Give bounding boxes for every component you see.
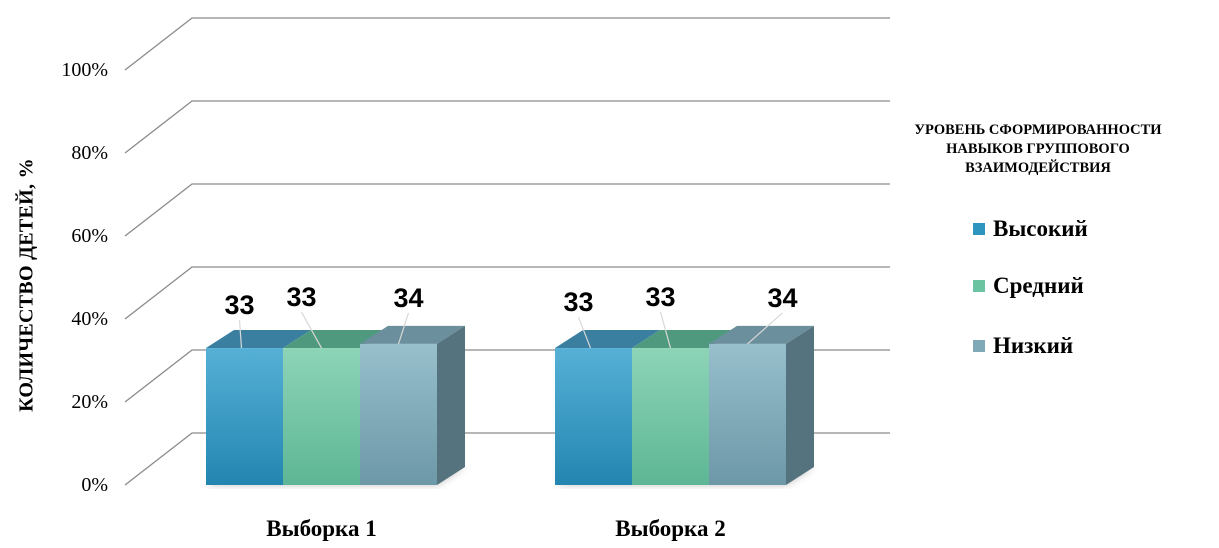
bar-Средний xyxy=(632,348,709,485)
bar-Низкий xyxy=(709,343,786,485)
bar-side xyxy=(786,325,814,485)
bar-top xyxy=(709,325,814,344)
data-label: 33 xyxy=(563,287,594,318)
data-label-leader xyxy=(659,311,672,349)
gridline xyxy=(124,183,890,237)
gridline xyxy=(124,266,890,320)
legend-title: УРОВЕНЬ СФОРМИРОВАННОСТИ НАВЫКОВ ГРУППОВ… xyxy=(914,122,1162,176)
data-label-leader xyxy=(300,311,323,349)
y-axis-label: КОЛИЧЕСТВО ДЕТЕЙ, % xyxy=(15,158,38,412)
data-label: 33 xyxy=(286,282,317,313)
x-tick-label: Выборка 1 xyxy=(266,516,377,541)
data-label-leader xyxy=(577,316,592,349)
y-tick-label: 100% xyxy=(61,59,108,81)
data-label: 33 xyxy=(224,290,255,321)
legend-swatch xyxy=(973,223,985,235)
x-tick-label: Выборка 2 xyxy=(615,516,726,541)
data-label: 34 xyxy=(393,282,424,313)
legend-label: Средний xyxy=(993,273,1084,298)
bar-Средний xyxy=(283,348,360,485)
bar-side xyxy=(437,325,465,485)
legend-label: Высокий xyxy=(993,216,1088,241)
legend-label: Низкий xyxy=(993,333,1074,358)
bar-Высокий xyxy=(555,348,632,485)
legend-item: Высокий xyxy=(973,215,1088,243)
data-label-leader xyxy=(747,312,783,345)
y-tick-label: 60% xyxy=(71,225,108,247)
y-tick-label: 0% xyxy=(81,474,108,496)
legend-item: Низкий xyxy=(973,332,1073,360)
y-tick-label: 20% xyxy=(71,391,108,413)
legend-swatch xyxy=(973,340,985,352)
bar-Низкий xyxy=(360,343,437,485)
legend-item: Средний xyxy=(973,272,1084,300)
data-label: 33 xyxy=(645,282,676,313)
gridline xyxy=(124,100,890,154)
bar-top xyxy=(555,330,660,349)
bar-Высокий xyxy=(206,348,283,485)
y-tick-label: 40% xyxy=(71,308,108,330)
data-label: 34 xyxy=(767,282,798,313)
data-label-leader xyxy=(397,312,410,345)
legend-swatch xyxy=(973,280,985,292)
y-tick-label: 80% xyxy=(71,142,108,164)
bar-top xyxy=(360,325,465,344)
gridline xyxy=(124,17,890,71)
bar-top xyxy=(206,330,311,349)
data-label-leader xyxy=(238,320,243,349)
